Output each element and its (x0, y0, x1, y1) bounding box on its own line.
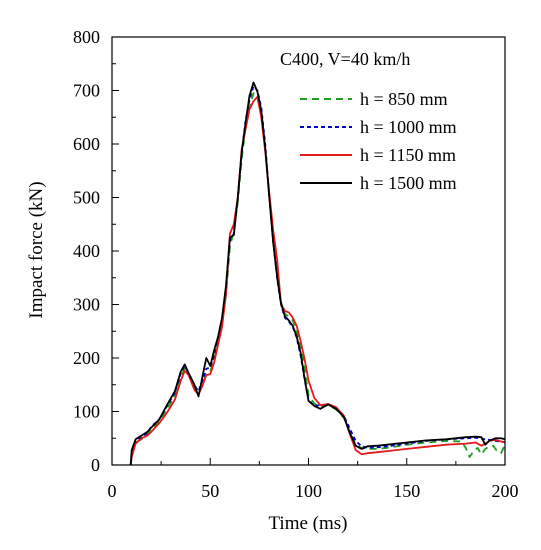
x-tick-label: 50 (201, 481, 219, 501)
legend-label: h = 1150 mm (360, 145, 456, 165)
y-tick-label: 600 (73, 134, 100, 154)
x-tick-label: 200 (492, 481, 519, 501)
x-tick-label: 150 (393, 481, 420, 501)
y-tick-label: 700 (73, 81, 100, 101)
ticks-layer: 0 50 100 150 200 0 100 200 300 400 500 600 700 800 (73, 27, 519, 501)
series-layer (129, 81, 506, 466)
series-line-4 (129, 81, 506, 466)
y-tick-label: 400 (73, 241, 100, 261)
y-tick-label: 500 (73, 188, 100, 208)
y-tick-label: 0 (91, 455, 100, 475)
y-tick-label: 300 (73, 295, 100, 315)
chart-annotation: C400, V=40 km/h (280, 49, 410, 69)
y-axis-title: Impact force (kN) (26, 181, 47, 318)
legend: h = 850 mm h = 1000 mm h = 1150 mm h = 1500… (300, 89, 457, 193)
x-tick-label: 100 (295, 481, 322, 501)
y-tick-label: 800 (73, 27, 100, 47)
y-tick-label: 100 (73, 402, 100, 422)
legend-label: h = 1500 mm (360, 173, 457, 193)
legend-label: h = 850 mm (360, 89, 448, 109)
y-tick-label: 200 (73, 348, 100, 368)
legend-label: h = 1000 mm (360, 117, 457, 137)
x-axis-title: Time (ms) (268, 513, 347, 534)
x-tick-label: 0 (108, 481, 117, 501)
